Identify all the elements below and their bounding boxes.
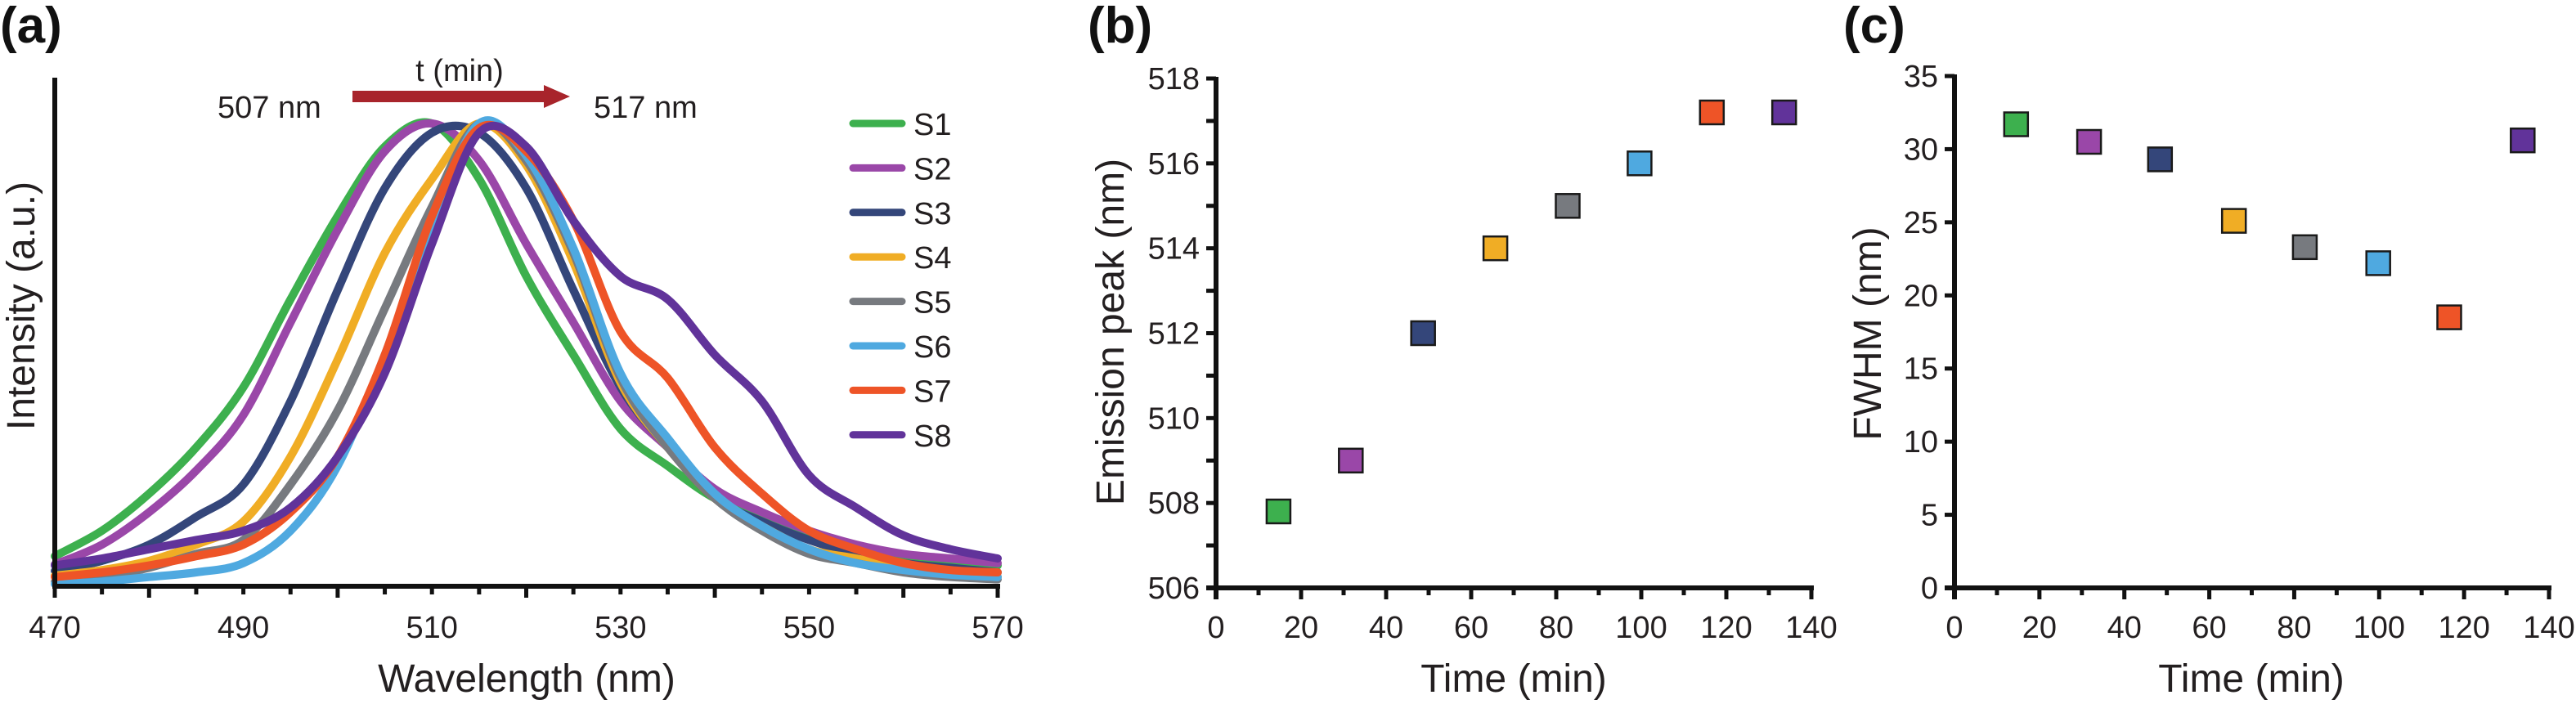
legend-label: S6 [913, 330, 951, 365]
time-arrow [352, 85, 570, 108]
x-tick-label: 510 [406, 611, 457, 645]
legend-item-s3: S3 [849, 197, 951, 231]
x-tick-label: 550 [783, 611, 835, 645]
c-y-tick-label: 5 [1921, 499, 1938, 533]
c-marker-s4 [2220, 208, 2247, 234]
panel-c-ylabel: FWHM (nm) [1847, 226, 1890, 440]
legend-label: S8 [913, 419, 951, 454]
c-marker-s7 [2436, 304, 2462, 330]
legend: S1 S2 S3 S4 S5 S6 S7 S8 [849, 108, 951, 454]
spectrum-line-s3 [51, 121, 1002, 576]
b-marker-s2 [1338, 447, 1364, 474]
b-x-tick-label: 140 [1785, 611, 1837, 645]
legend-label: S5 [913, 286, 951, 321]
arrow-head-icon [544, 85, 570, 108]
panel-a-ylabel: Intensity (a.u.) [0, 182, 43, 430]
c-x-tick-label: 0 [1945, 611, 1963, 645]
legend-item-s1: S1 [849, 108, 951, 142]
c-y-tick-label: 25 [1904, 206, 1938, 240]
c-x-tick-label: 40 [2107, 611, 2142, 645]
panel-a-spectra: 470 490 510 530 550 570 Wavelength (nm) Inten… [0, 54, 1024, 701]
arrow-label: t (min) [415, 54, 504, 88]
arrow-shaft [352, 91, 545, 102]
panel-c-markers [2003, 111, 2536, 330]
b-marker-s6 [1627, 150, 1653, 177]
legend-item-s5: S5 [849, 286, 951, 321]
legend-item-s7: S7 [849, 374, 951, 409]
c-x-tick-label: 120 [2438, 611, 2489, 645]
panel-c-fwhm: 0 20 40 60 80 100 120 140 0 5 10 15 20 25 30 35 Time (m… [1847, 60, 2575, 701]
spectrum-line-s8 [51, 121, 1002, 570]
x-tick-label: 490 [218, 611, 269, 645]
b-marker-s4 [1482, 235, 1509, 262]
legend-label: S4 [913, 241, 951, 276]
c-marker-s2 [2076, 128, 2103, 155]
b-y-tick-label: 508 [1148, 487, 1200, 521]
b-x-tick-label: 100 [1615, 611, 1667, 645]
c-x-tick-label: 20 [2022, 611, 2057, 645]
c-marker-s3 [2147, 146, 2174, 173]
legend-item-s2: S2 [849, 152, 951, 186]
legend-label: S2 [913, 152, 951, 186]
b-y-tick-label: 512 [1148, 317, 1200, 352]
c-marker-s6 [2365, 250, 2391, 276]
b-x-tick-label: 0 [1207, 611, 1224, 645]
legend-item-s8: S8 [849, 419, 951, 454]
b-y-tick-label: 514 [1148, 232, 1200, 267]
b-y-tick-label: 516 [1148, 147, 1200, 182]
panel-b-emission-peak: 0 20 40 60 80 100 120 140506508510512514516518 … [1089, 62, 1838, 701]
x-tick-label: 530 [595, 611, 646, 645]
c-y-tick-label: 15 [1904, 352, 1938, 387]
b-marker-s5 [1555, 193, 1581, 219]
start-wavelength-label: 507 nm [218, 91, 321, 125]
panel-a-xlabel: Wavelength (nm) [378, 657, 675, 701]
b-marker-s7 [1699, 99, 1726, 126]
panel-label-c: (c) [1843, 0, 1905, 54]
c-marker-s1 [2003, 111, 2030, 137]
c-marker-s5 [2291, 234, 2318, 261]
c-x-tick-label: 80 [2277, 611, 2311, 645]
c-marker-s8 [2510, 127, 2536, 154]
c-y-tick-label: 10 [1904, 425, 1938, 460]
c-y-tick-label: 35 [1904, 60, 1938, 94]
panel-a-axes: 470 490 510 530 550 570 [29, 78, 1024, 645]
c-y-tick-label: 30 [1904, 132, 1938, 167]
legend-label: S1 [913, 108, 951, 142]
c-x-tick-label: 100 [2354, 611, 2405, 645]
b-x-tick-label: 20 [1284, 611, 1318, 645]
panel-c-xlabel: Time (min) [2158, 657, 2345, 701]
b-y-tick-label: 506 [1148, 572, 1200, 606]
x-tick-label: 470 [29, 611, 80, 645]
panel-b-xlabel: Time (min) [1420, 657, 1607, 701]
panel-b-ylabel: Emission peak (nm) [1089, 159, 1133, 505]
b-y-tick-label: 518 [1148, 62, 1200, 96]
spectra-curves [51, 116, 1002, 589]
end-wavelength-label: 517 nm [594, 91, 698, 125]
b-marker-s8 [1770, 99, 1797, 126]
b-x-tick-label: 120 [1700, 611, 1752, 645]
c-x-tick-label: 140 [2523, 611, 2574, 645]
c-x-tick-label: 60 [2192, 611, 2226, 645]
legend-item-s4: S4 [849, 241, 951, 276]
legend-label: S3 [913, 197, 951, 231]
panel-c-axes: 0 20 40 60 80 100 120 140 0 5 10 15 20 25 30 35 [1904, 60, 2575, 645]
b-x-tick-label: 80 [1539, 611, 1573, 645]
panel-label-b: (b) [1088, 0, 1152, 54]
b-x-tick-label: 60 [1454, 611, 1488, 645]
panel-b-axes: 0 20 40 60 80 100 120 140 506 508 510 512 514 516 518 [1148, 62, 1838, 645]
x-tick-label: 570 [972, 611, 1023, 645]
panel-b-markers [1265, 99, 1797, 525]
panel-label-a: (a) [0, 0, 62, 54]
b-y-tick-label: 510 [1148, 401, 1200, 436]
c-y-tick-label: 0 [1921, 572, 1938, 606]
b-marker-s1 [1265, 498, 1292, 525]
b-marker-s3 [1410, 320, 1436, 347]
b-x-tick-label: 40 [1369, 611, 1403, 645]
legend-label: S7 [913, 374, 951, 409]
legend-item-s6: S6 [849, 330, 951, 365]
c-y-tick-label: 20 [1904, 279, 1938, 313]
